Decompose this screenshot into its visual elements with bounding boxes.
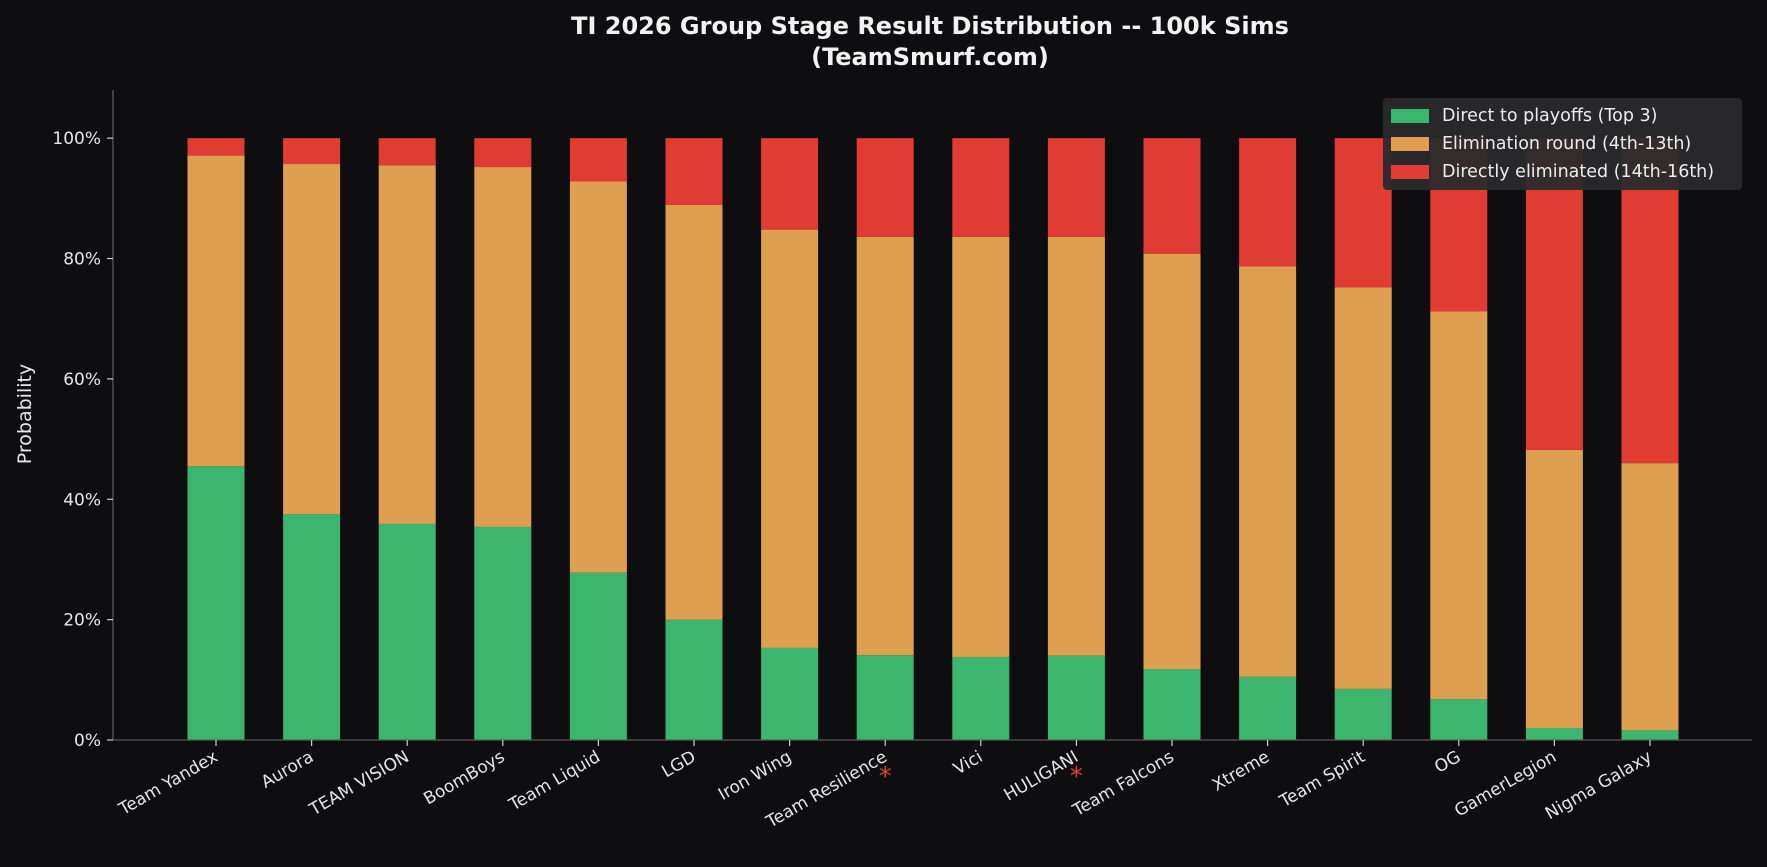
bar-segment-2 [856,236,914,656]
bar-segment-3 [952,138,1010,237]
bar-segment-2 [1621,463,1679,731]
legend-entry: Directly eliminated (14th-16th) [1442,162,1714,182]
bar-segment-2 [1143,253,1201,669]
y-axis-label: Probability [14,364,36,464]
x-tick-label: Nigma Galaxy [1542,747,1655,824]
y-tick-label: 60% [63,370,101,390]
bar-segment-1 [378,523,436,740]
bar-segment-3 [187,138,245,156]
bar-segment-2 [1047,236,1105,656]
bar-segment-1 [569,572,627,740]
bar-segment-3 [1621,138,1679,464]
bar-segment-1 [1430,699,1488,740]
legend-box [1383,98,1742,190]
x-tick-label: OG [1431,747,1464,778]
bar-segment-1 [1239,676,1297,740]
bar-segment-3 [378,138,436,166]
bar-segment-1 [665,619,723,740]
x-tick-label: LGD [659,747,700,782]
bar-segment-1 [1621,730,1679,740]
y-tick-label: 80% [63,250,101,270]
bar-segment-2 [474,167,532,527]
bar-segment-1 [952,656,1010,740]
bar-segment-3 [1239,138,1297,267]
bar-segment-2 [1334,287,1392,689]
bar-segment-2 [283,164,341,515]
legend-swatch [1391,137,1429,151]
chart-subtitle: (TeamSmurf.com) [811,43,1049,71]
x-tick-label: Vici [950,747,986,779]
bar-segment-3 [665,138,723,205]
bar-segment-3 [474,138,532,168]
x-tick-label: Team Spirit [1276,747,1369,812]
bar-segment-2 [569,181,627,573]
x-tick-label: TEAM VISION [305,747,412,821]
y-tick-label: 0% [74,731,101,751]
bar-segment-3 [1334,138,1392,288]
legend: Direct to playoffs (Top 3) Elimination ro… [1383,98,1742,190]
bar-segment-3 [761,138,819,230]
x-tick-label: Team Yandex [115,747,222,820]
bar-segment-2 [187,155,245,467]
bar-segment-1 [474,526,532,740]
bar-segment-1 [187,466,245,740]
x-tick-marker-star: * [879,762,892,792]
bar-segment-1 [856,655,914,740]
legend-entry: Elimination round (4th-13th) [1442,134,1691,154]
legend-entry: Direct to playoffs (Top 3) [1442,106,1657,126]
bar-segment-1 [761,647,819,740]
x-tick-label: BoomBoys [420,747,508,809]
bar-segment-2 [1430,311,1488,700]
y-tick-label: 40% [63,490,101,510]
x-tick-label: Aurora [258,747,317,793]
x-tick-label: Team Liquid [505,747,604,816]
y-tick-label: 100% [52,129,101,149]
x-tick-marker-star: * [1070,762,1083,792]
bar-segment-1 [283,514,341,740]
bar-segment-1 [1143,668,1201,740]
bar-segment-3 [283,138,341,165]
chart-title: TI 2026 Group Stage Result Distribution … [571,12,1289,40]
bar-segment-2 [665,204,723,620]
x-tick-label: Xtreme [1209,747,1273,796]
bar-segment-2 [952,236,1010,657]
legend-swatch [1391,165,1429,179]
y-tick-label: 20% [63,611,101,631]
bar-segment-3 [1047,138,1105,237]
x-tick-label: Iron Wing [715,747,795,805]
bar-segment-1 [1047,655,1105,740]
bar-segment-3 [569,138,627,182]
bar-segment-2 [1525,449,1583,728]
bar-segment-1 [1334,688,1392,740]
bar-segment-3 [856,138,914,237]
legend-swatch [1391,109,1429,123]
bar-segment-3 [1525,138,1583,450]
bar-segment-3 [1143,138,1201,254]
bars-layer [187,138,1679,740]
x-tick-label: Team Falcons [1069,747,1178,821]
bar-segment-2 [761,229,819,648]
bar-segment-2 [378,165,436,524]
bar-segment-1 [1525,727,1583,740]
bar-segment-2 [1239,266,1297,677]
